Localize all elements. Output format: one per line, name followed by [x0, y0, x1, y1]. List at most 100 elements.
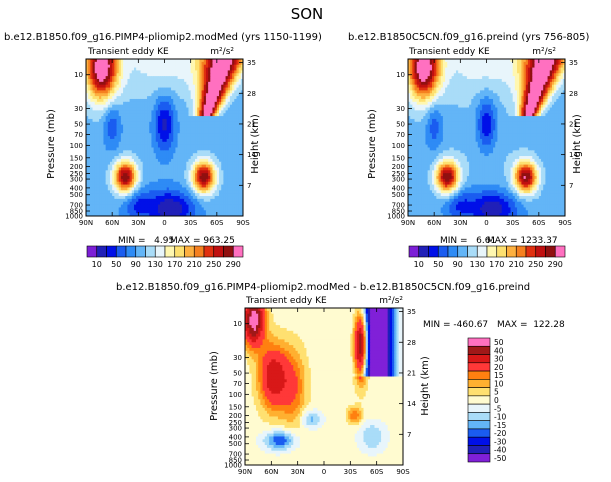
heatmap-cell [195, 93, 198, 97]
heatmap-cell [168, 67, 172, 71]
heatmap-cell [157, 158, 161, 163]
heatmap-cell [179, 136, 183, 140]
heatmap-cell [523, 93, 527, 97]
heatmap-cell [438, 67, 442, 71]
heatmap-cell [184, 210, 187, 214]
heatmap-cell [214, 61, 218, 66]
heatmap-cell [184, 70, 187, 74]
heatmap-cell [519, 87, 522, 91]
heatmap-cell [240, 73, 244, 77]
heatmap-cell [175, 118, 179, 123]
heatmap-cell [109, 207, 113, 211]
heatmap-cell [438, 81, 442, 86]
heatmap-cell [425, 73, 429, 77]
heatmap-cell [460, 78, 464, 83]
heatmap-cell [153, 84, 157, 89]
heatmap-cell [225, 61, 229, 66]
heatmap-cell [101, 196, 104, 200]
heatmap-cell [479, 76, 483, 80]
heatmap-cell [131, 201, 135, 206]
heatmap-cell [125, 184, 128, 188]
panel-2: b.e12.B1850C5CN.f09_g16.preind (yrs 756-… [348, 32, 590, 269]
heatmap-cell [225, 190, 229, 194]
heatmap-cell [236, 124, 240, 128]
heatmap-cell [190, 147, 194, 151]
heatmap-cell [112, 158, 115, 163]
heatmap-cell [171, 141, 174, 146]
heatmap-cell [475, 81, 479, 86]
heatmap-cell [560, 61, 564, 66]
heatmap-cell [125, 187, 128, 191]
heatmap-cell [188, 164, 192, 168]
heatmap-cell [466, 84, 470, 89]
heatmap-cell [197, 213, 200, 217]
heatmap-cell [184, 187, 187, 191]
heatmap-cell [120, 204, 124, 208]
heatmap-cell [112, 113, 115, 117]
heatmap-cell [144, 144, 148, 148]
heatmap-cell [147, 190, 150, 194]
heatmap-cell [201, 118, 205, 123]
heatmap-cell [88, 78, 91, 83]
heatmap-cell [195, 207, 198, 211]
heatmap-cell [238, 113, 242, 117]
heatmap-cell [166, 130, 170, 134]
heatmap-cell [227, 113, 231, 117]
heatmap-cell [414, 59, 418, 63]
heatmap-cell [442, 70, 446, 74]
heatmap-cell [127, 70, 131, 74]
heatmap-cell [523, 87, 527, 91]
heatmap-cell [88, 147, 91, 151]
heatmap-cell [88, 81, 91, 86]
heatmap-cell [90, 76, 94, 80]
heatmap-cell [501, 78, 505, 83]
heatmap-cell [127, 101, 131, 106]
heatmap-cell [147, 136, 150, 140]
heatmap-cell [216, 113, 220, 117]
heatmap-cell [547, 73, 551, 77]
heatmap-cell [86, 187, 89, 191]
heatmap-cell [127, 121, 131, 126]
heatmap-cell [216, 96, 220, 100]
heatmap-cell [423, 90, 426, 94]
heatmap-cell [160, 98, 163, 103]
heatmap-cell [210, 164, 213, 168]
heatmap-cell [116, 147, 120, 151]
heatmap-cell [109, 101, 113, 106]
heatmap-cell [151, 187, 155, 191]
heatmap-cell [447, 81, 450, 86]
heatmap-cell [171, 61, 174, 66]
heatmap-cell [234, 198, 237, 203]
heatmap-cell [133, 181, 137, 186]
heatmap-cell [105, 176, 109, 180]
heatmap-cell [92, 67, 96, 71]
heatmap-cell [519, 73, 522, 77]
heatmap-cell [109, 158, 113, 163]
heatmap-cell [543, 84, 546, 89]
heatmap-cell [236, 101, 240, 106]
heatmap-cell [157, 121, 161, 126]
heatmap-cell [232, 104, 235, 109]
heatmap-cell [232, 141, 235, 146]
heatmap-cell [92, 96, 96, 100]
heatmap-cell [149, 104, 152, 109]
heatmap-cell [101, 133, 104, 137]
heatmap-cell [166, 167, 170, 171]
heatmap-cell [482, 90, 485, 94]
heatmap-cell [517, 84, 520, 89]
x-tick-label: 90S [236, 219, 250, 227]
heatmap-cell [532, 70, 535, 74]
heatmap-cell [562, 84, 566, 89]
heatmap-cell [114, 196, 118, 200]
heatmap-cell [149, 70, 152, 74]
heatmap-cell [214, 107, 218, 111]
heatmap-cell [101, 170, 104, 174]
heatmap-cell [118, 210, 122, 214]
heatmap-cell [171, 90, 174, 94]
heatmap-cell [227, 164, 231, 168]
heatmap-cell [96, 196, 100, 200]
heatmap-cell [238, 210, 242, 214]
heatmap-cell [558, 93, 562, 97]
heatmap-cell [171, 144, 174, 148]
heatmap-cell [225, 93, 229, 97]
